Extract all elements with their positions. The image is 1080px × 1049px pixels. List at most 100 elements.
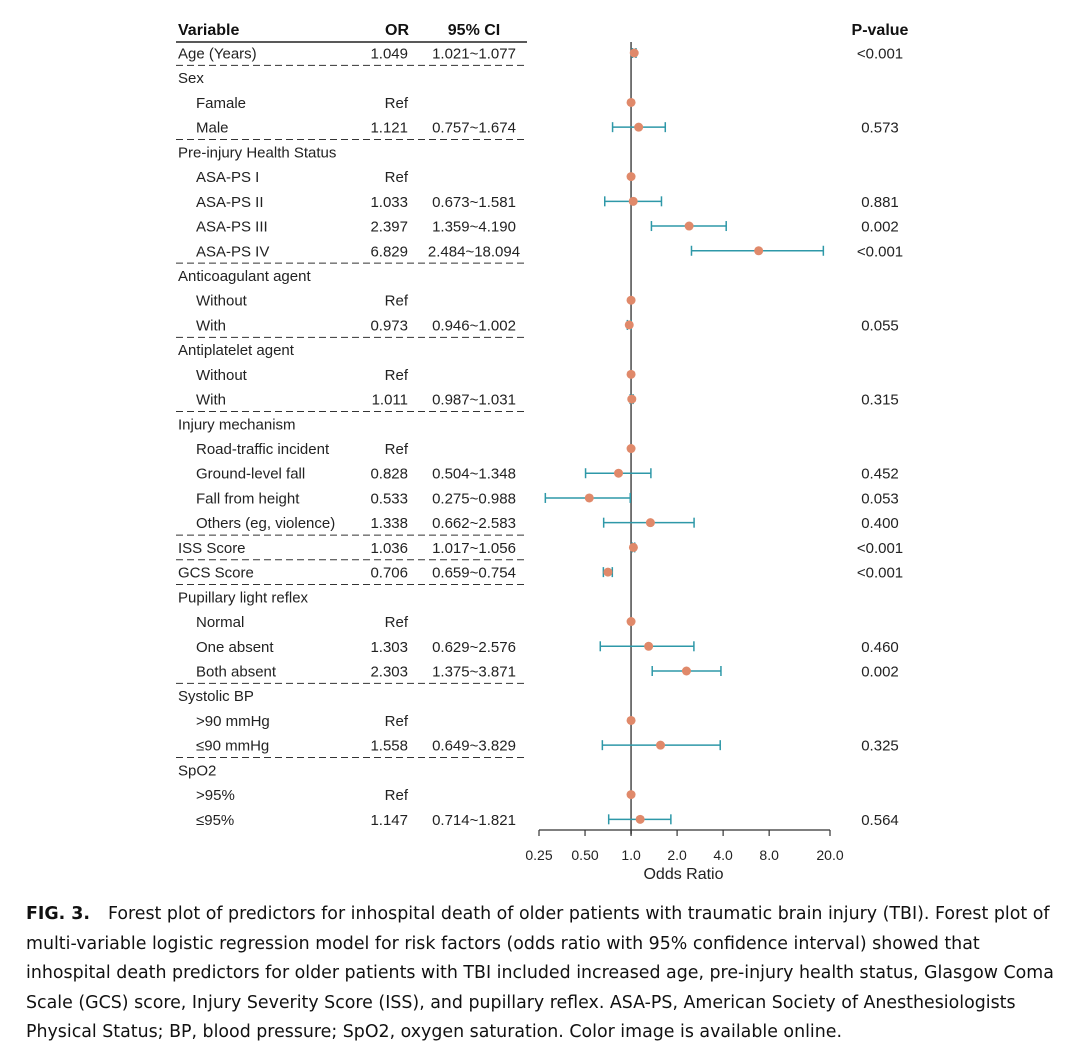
point-estimate [629, 48, 639, 58]
row-p-value: <0.001 [857, 46, 903, 63]
row-label: Both absent [196, 664, 277, 681]
row-label: Fall from height [196, 490, 300, 507]
x-tick-label: 20.0 [816, 847, 843, 863]
row-ci: 0.987~1.031 [432, 392, 516, 409]
x-tick-label: 2.0 [667, 847, 687, 863]
x-tick-label: 4.0 [713, 847, 733, 863]
x-tick-label: 0.50 [571, 847, 598, 863]
point-estimate [684, 221, 694, 231]
row-ci: 0.649~3.829 [432, 738, 516, 755]
row-p-value: 0.400 [861, 515, 899, 532]
row-label: ASA-PS I [196, 169, 259, 186]
row-or: 6.829 [370, 243, 408, 260]
row-p-value: 0.053 [861, 490, 899, 507]
point-estimate [628, 542, 638, 552]
row-label: Male [196, 120, 229, 137]
row-p-value: 0.881 [861, 194, 899, 211]
row-p-value: 0.315 [861, 392, 899, 409]
header-ci: 95% CI [448, 22, 500, 39]
row-or: Ref [385, 787, 409, 804]
row-p-value: 0.002 [861, 664, 899, 681]
row-or: Ref [385, 367, 409, 384]
point-estimate [624, 320, 634, 330]
row-label: ≤90 mmHg [196, 738, 269, 755]
header-or: OR [385, 22, 409, 39]
row-or: 2.303 [370, 664, 408, 681]
row-or: Ref [385, 441, 409, 458]
x-axis-label: Odds Ratio [643, 866, 723, 883]
forest-plot: Variable OR 95% CI P-value Age (Years) 1.049 1… [176, 22, 909, 883]
point-estimate [626, 444, 636, 454]
row-label: Anticoagulant agent [178, 268, 311, 285]
row-label: ASA-PS IV [196, 243, 269, 260]
point-estimate [626, 617, 636, 627]
row-p-value: <0.001 [857, 565, 903, 582]
point-estimate [644, 641, 654, 651]
row-label: Normal [196, 614, 244, 631]
row-label: SpO2 [178, 762, 216, 779]
row-or: Ref [385, 95, 409, 112]
row-ci: 0.659~0.754 [432, 565, 516, 582]
point-estimate [626, 295, 636, 305]
point-estimate [656, 740, 666, 750]
row-ci: 0.714~1.821 [432, 812, 516, 829]
row-label: ASA-PS III [196, 219, 268, 236]
row-label: Systolic BP [178, 688, 254, 705]
row-p-value: 0.564 [861, 812, 899, 829]
point-estimate [626, 790, 636, 800]
row-or: Ref [385, 713, 409, 730]
point-estimate [626, 97, 636, 107]
x-tick-label: 0.25 [525, 847, 552, 863]
row-label: Road-traffic incident [196, 441, 330, 458]
row-label: >95% [196, 787, 235, 804]
row-label: With [196, 317, 226, 334]
row-label: Without [196, 367, 248, 384]
row-p-value: 0.460 [861, 639, 899, 656]
row-or: 1.338 [370, 515, 408, 532]
row-or: 1.147 [370, 812, 408, 829]
row-ci: 0.946~1.002 [432, 317, 516, 334]
point-estimate [634, 122, 644, 132]
point-estimate [645, 518, 655, 528]
row-ci: 0.673~1.581 [432, 194, 516, 211]
row-p-value: 0.573 [861, 120, 899, 137]
point-estimate [626, 715, 636, 725]
row-or: 1.121 [370, 120, 408, 137]
x-tick-label: 8.0 [759, 847, 779, 863]
forest-plot-figure: Variable OR 95% CI P-value Age (Years) 1.049 1… [176, 22, 909, 883]
row-label: Age (Years) [178, 46, 257, 63]
caption-text: Forest plot of predictors for inhospital… [26, 904, 1054, 1042]
row-label: One absent [196, 639, 274, 656]
row-label: Injury mechanism [178, 416, 296, 433]
row-label: Without [196, 293, 248, 310]
row-ci: 1.021~1.077 [432, 46, 516, 63]
row-or: 1.033 [370, 194, 408, 211]
row-or: 0.828 [370, 466, 408, 483]
row-or: Ref [385, 293, 409, 310]
point-estimate [603, 567, 613, 577]
row-p-value: <0.001 [857, 540, 903, 557]
row-p-value: 0.055 [861, 317, 899, 334]
row-ci: 0.275~0.988 [432, 490, 516, 507]
row-or: Ref [385, 169, 409, 186]
row-or: 1.558 [370, 738, 408, 755]
point-estimate [584, 493, 594, 503]
row-ci: 1.375~3.871 [432, 664, 516, 681]
point-estimate [681, 666, 691, 676]
row-label: Pre-injury Health Status [178, 144, 336, 161]
row-label: ISS Score [178, 540, 246, 557]
row-or: 0.706 [370, 565, 408, 582]
row-label: Sex [178, 70, 204, 87]
point-estimate [626, 172, 636, 182]
row-label: ASA-PS II [196, 194, 264, 211]
row-or: 0.973 [370, 317, 408, 334]
row-label: Famale [196, 95, 246, 112]
row-or: 1.303 [370, 639, 408, 656]
row-ci: 0.504~1.348 [432, 466, 516, 483]
figure-caption: FIG. 3. Forest plot of predictors for inh… [26, 900, 1056, 1048]
row-ci: 0.757~1.674 [432, 120, 516, 137]
row-ci: 1.359~4.190 [432, 219, 516, 236]
point-estimate [626, 369, 636, 379]
row-p-value: 0.002 [861, 219, 899, 236]
row-p-value: <0.001 [857, 243, 903, 260]
